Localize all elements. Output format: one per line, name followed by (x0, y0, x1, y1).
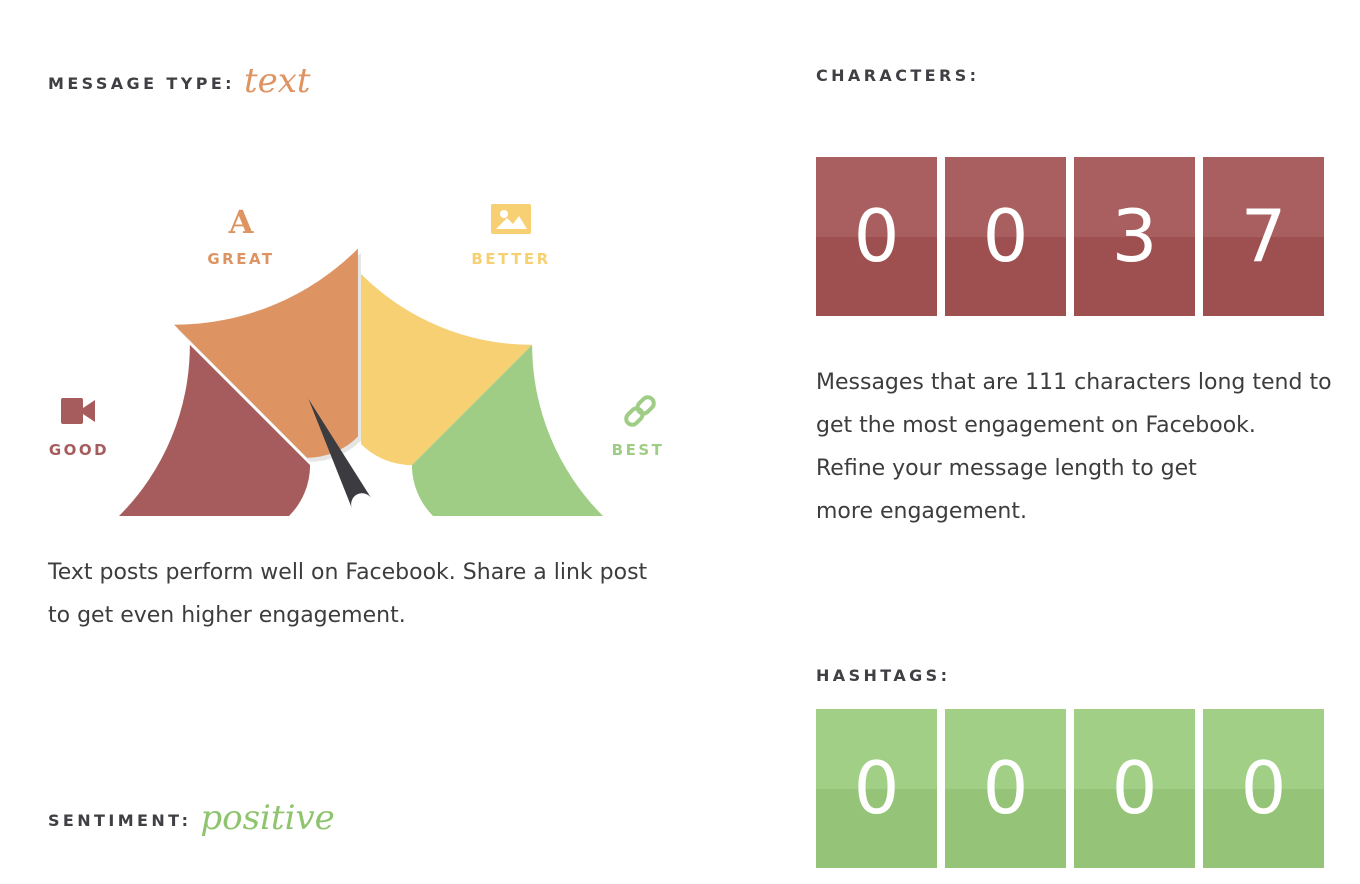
gauge-label-great: GREAT (207, 250, 274, 268)
gauge-segment-better (361, 274, 533, 466)
video-camera-icon (61, 398, 95, 424)
message-type-label: MESSAGE TYPE: (48, 74, 235, 93)
image-icon (491, 204, 531, 234)
characters-digit: 0 (816, 157, 937, 316)
message-type-description: Text posts perform well on Facebook. Sha… (48, 560, 648, 628)
sentiment-label: SENTIMENT: (48, 811, 192, 830)
characters-heading: CHARACTERS: (816, 66, 979, 85)
sentiment-value: positive (200, 798, 335, 838)
hashtags-heading: HASHTAGS: (816, 666, 950, 685)
message-type-gauge: GOOD A GREAT BETTER BEST (49, 203, 665, 516)
hashtags-digit: 0 (1074, 709, 1195, 868)
gauge-label-good: GOOD (49, 441, 109, 459)
gauge-label-better: BETTER (471, 250, 550, 268)
characters-label: CHARACTERS: (816, 66, 980, 85)
font-letter-icon: A (228, 203, 255, 241)
gauge-needle (308, 398, 372, 509)
characters-counter: 0 0 3 7 (816, 157, 1324, 317)
message-type-heading: MESSAGE TYPE: text (48, 58, 311, 101)
sentiment-heading: SENTIMENT: positive (48, 795, 335, 838)
hashtags-counter: 0 0 0 0 (816, 709, 1324, 869)
hashtags-digit: 0 (1203, 709, 1324, 868)
hashtags-digit: 0 (945, 709, 1066, 868)
gauge-segment-good (119, 344, 311, 516)
hashtags-digit: 0 (816, 709, 937, 868)
hashtags-label: HASHTAGS: (816, 666, 951, 685)
gauge-label-best: BEST (612, 441, 665, 459)
characters-digit: 7 (1203, 157, 1324, 316)
characters-digit: 0 (945, 157, 1066, 316)
link-icon (624, 395, 656, 427)
characters-digit: 3 (1074, 157, 1195, 316)
gauge-segment-best (411, 344, 603, 516)
message-type-value: text (243, 61, 311, 101)
characters-description: Messages that are 111 characters long te… (816, 370, 1332, 524)
